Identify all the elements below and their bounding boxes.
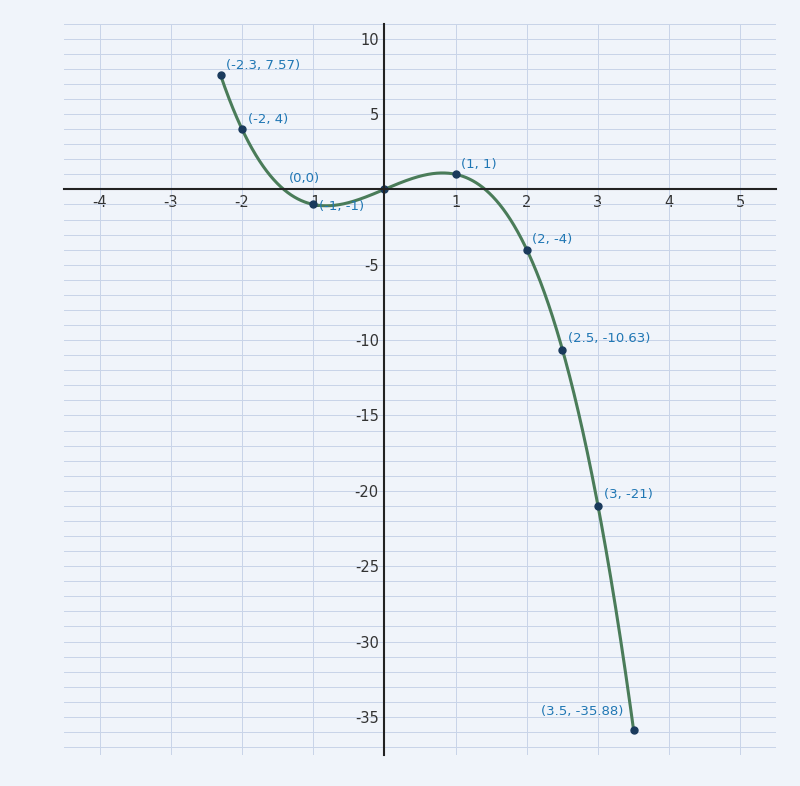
Text: (-2.3, 7.57): (-2.3, 7.57) [226,59,301,72]
Text: (0,0): (0,0) [289,172,320,185]
Text: (-1, -1): (-1, -1) [319,200,364,214]
Text: (3, -21): (3, -21) [604,488,653,501]
Text: (1, 1): (1, 1) [462,157,497,171]
Text: (3.5, -35.88): (3.5, -35.88) [541,705,623,718]
Text: (-2, 4): (-2, 4) [248,113,288,126]
Text: (2.5, -10.63): (2.5, -10.63) [568,332,650,345]
Text: (2, -4): (2, -4) [533,233,573,246]
